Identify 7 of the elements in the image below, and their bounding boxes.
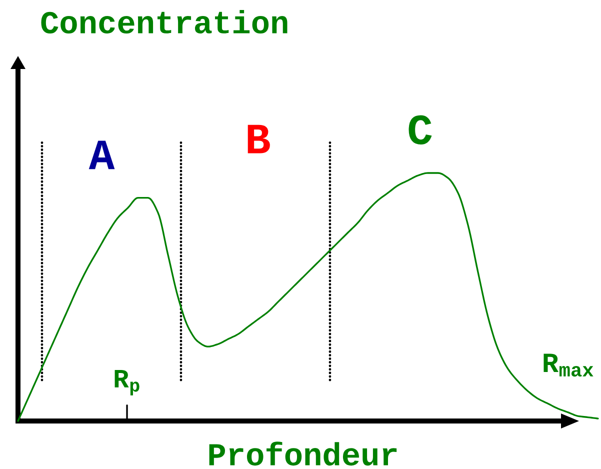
annotation: R$_{max}$ bbox=[544, 354, 594, 377]
text: B bbox=[248, 124, 270, 154]
text: A bbox=[88, 140, 115, 170]
x-axis-title: Profondeur bbox=[209, 442, 397, 466]
annotation: R$_{p}$ bbox=[114, 370, 140, 396]
y-axis-title: Concentration bbox=[41, 10, 288, 34]
text: C bbox=[408, 115, 432, 145]
